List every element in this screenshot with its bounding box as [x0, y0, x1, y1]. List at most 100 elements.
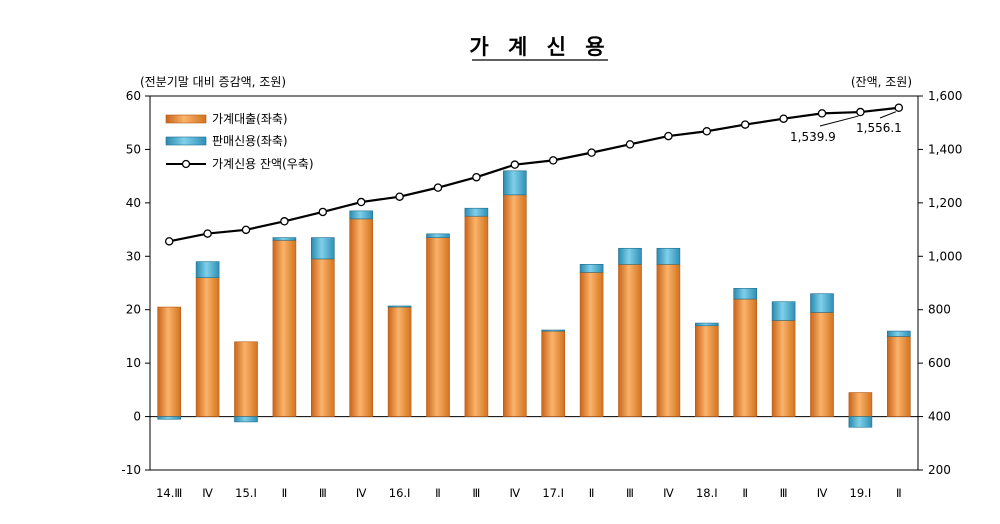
left-tick-label: 20	[126, 303, 141, 317]
legend-swatch-loan	[165, 114, 207, 124]
legend-marker-balance	[181, 159, 191, 169]
bar-sales-credit	[886, 330, 911, 337]
bar-sales-credit	[195, 261, 220, 278]
legend-label: 가계대출(좌축)	[212, 112, 288, 126]
line-credit-balance	[168, 106, 899, 243]
bar-household-loan	[195, 277, 220, 417]
bar-household-loan	[272, 239, 297, 417]
right-tick-label: 800	[928, 303, 951, 317]
left-tick-label: 50	[126, 142, 141, 156]
left-tick-label: 0	[133, 410, 141, 424]
left-tick-label: 10	[126, 356, 141, 370]
bar-sales-credit	[310, 237, 335, 260]
x-tick-label: 19.Ⅰ	[850, 486, 872, 500]
left-tick-label: 60	[126, 89, 141, 103]
point-credit-balance	[548, 156, 558, 165]
bar-household-loan	[502, 194, 527, 417]
point-credit-balance	[779, 114, 788, 123]
point-credit-balance	[894, 103, 904, 112]
chart-title: 가 계 신 용	[469, 35, 610, 59]
bar-sales-credit	[502, 170, 527, 196]
point-credit-balance	[164, 237, 174, 246]
x-tick-label: Ⅳ	[356, 486, 367, 500]
annotation-label: 1,539.9	[790, 130, 836, 144]
right-tick-label: 600	[928, 356, 951, 370]
bar-sales-credit	[656, 247, 681, 265]
point-credit-balance	[510, 160, 520, 169]
bar-sales-credit	[618, 247, 642, 265]
x-tick-label: Ⅳ	[509, 486, 520, 500]
point-credit-balance	[856, 107, 865, 117]
bar-household-loan	[157, 306, 181, 417]
bar-household-loan	[349, 218, 374, 417]
x-tick-label: Ⅲ	[626, 486, 634, 500]
x-tick-label: 14.Ⅲ	[156, 486, 182, 500]
right-tick-label: 1,000	[928, 249, 962, 263]
point-credit-balance	[817, 109, 827, 118]
x-tick-label: Ⅲ	[472, 486, 480, 500]
bar-sales-credit	[464, 207, 489, 217]
point-credit-balance	[318, 207, 328, 217]
x-tick-label: Ⅱ	[589, 486, 595, 500]
point-credit-balance	[740, 120, 750, 129]
bar-sales-credit	[234, 416, 258, 423]
annotation-label: 1,556.1	[856, 121, 902, 135]
x-tick-label: 15.Ⅰ	[235, 486, 257, 500]
x-tick-label: Ⅳ	[202, 486, 213, 500]
bar-household-loan	[656, 263, 681, 417]
right-tick-label: 1,200	[928, 196, 962, 210]
x-tick-label: Ⅱ	[435, 486, 441, 500]
right-axis-unit: (잔액, 조원)	[851, 75, 912, 89]
x-tick-label: Ⅲ	[319, 486, 327, 500]
point-credit-balance	[472, 172, 481, 182]
right-tick-label: 200	[928, 463, 951, 477]
point-credit-balance	[395, 192, 404, 201]
bar-household-loan	[387, 306, 412, 417]
point-credit-balance	[203, 229, 212, 238]
point-credit-balance	[625, 140, 635, 149]
bar-household-loan	[886, 336, 911, 417]
point-credit-balance	[664, 131, 673, 141]
right-tick-label: 400	[928, 410, 951, 424]
bar-household-loan	[771, 320, 796, 417]
point-credit-balance	[433, 183, 443, 192]
bar-household-loan	[694, 325, 719, 417]
x-tick-label: Ⅲ	[780, 486, 788, 500]
x-tick-label: 18.Ⅰ	[696, 486, 718, 500]
bar-household-loan	[541, 330, 566, 417]
right-tick-label: 1,600	[928, 89, 962, 103]
bar-sales-credit	[694, 322, 719, 327]
annotation-leader	[879, 111, 896, 119]
x-tick-label: 17.Ⅰ	[542, 486, 564, 500]
left-tick-label: 30	[126, 249, 141, 263]
bar-household-loan	[426, 237, 450, 417]
bar-household-loan	[464, 215, 489, 417]
left-tick-label: 40	[126, 196, 141, 210]
left-tick-label: -10	[121, 463, 141, 477]
point-credit-balance	[356, 197, 366, 207]
bar-sales-credit	[579, 263, 604, 273]
x-tick-label: Ⅳ	[817, 486, 828, 500]
point-credit-balance	[587, 148, 596, 157]
legend-swatch-sales	[165, 136, 207, 146]
point-credit-balance	[702, 127, 712, 136]
x-tick-label: Ⅱ	[742, 486, 748, 500]
bar-household-loan	[310, 258, 335, 417]
bar-household-loan	[234, 341, 258, 417]
point-credit-balance	[241, 225, 251, 235]
bar-sales-credit	[810, 293, 834, 313]
bar-household-loan	[733, 298, 758, 417]
x-tick-label: 16.Ⅰ	[389, 486, 411, 500]
bar-sales-credit	[848, 416, 873, 428]
legend-label: 가계신용 잔액(우축)	[212, 157, 314, 171]
bar-sales-credit	[157, 416, 181, 420]
point-credit-balance	[280, 217, 289, 226]
bar-household-loan	[579, 272, 604, 417]
bar-sales-credit	[349, 210, 374, 220]
x-tick-label: Ⅳ	[663, 486, 674, 500]
x-tick-label: Ⅱ	[282, 486, 288, 500]
legend-label: 판매신용(좌축)	[212, 134, 288, 148]
bar-household-loan	[618, 263, 642, 417]
bar-sales-credit	[733, 288, 758, 300]
plot-frame	[149, 95, 919, 471]
